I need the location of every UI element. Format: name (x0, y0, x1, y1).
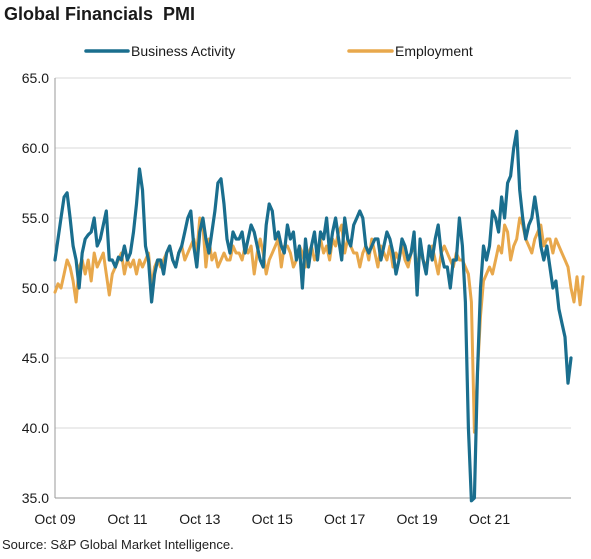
y-tick-label: 35.0 (22, 490, 49, 506)
legend: Business Activity Employment (84, 43, 473, 59)
source-note: Source: S&P Global Market Intelligence. (2, 537, 234, 552)
y-tick-label: 55.0 (22, 210, 49, 226)
x-tick-label: Oct 17 (324, 511, 365, 527)
y-tick-labels: 65.0 60.0 55.0 50.0 45.0 40.0 35.0 (22, 70, 49, 506)
legend-label: Employment (395, 43, 473, 59)
x-tick-labels: Oct 09 Oct 11 Oct 13 Oct 15 Oct 17 Oct 19 Oct … (34, 511, 510, 527)
x-tick-label: Oct 13 (179, 511, 220, 527)
x-tick-label: Oct 09 (34, 511, 75, 527)
y-tick-label: 45.0 (22, 350, 49, 366)
x-tick-label: Oct 19 (396, 511, 437, 527)
x-tick-label: Oct 15 (252, 511, 293, 527)
series-lines (53, 129, 585, 503)
x-tick-label: Oct 11 (107, 511, 147, 527)
gridlines (55, 77, 571, 429)
y-tick-label: 65.0 (22, 70, 49, 86)
y-tick-label: 50.0 (22, 280, 49, 296)
chart-title: Global Financials PMI (4, 4, 196, 24)
y-tick-label: 60.0 (22, 140, 49, 156)
x-tick-label: Oct 21 (469, 511, 510, 527)
series-line-business-activity (53, 129, 573, 503)
legend-label: Business Activity (131, 43, 235, 59)
y-tick-label: 40.0 (22, 420, 49, 436)
